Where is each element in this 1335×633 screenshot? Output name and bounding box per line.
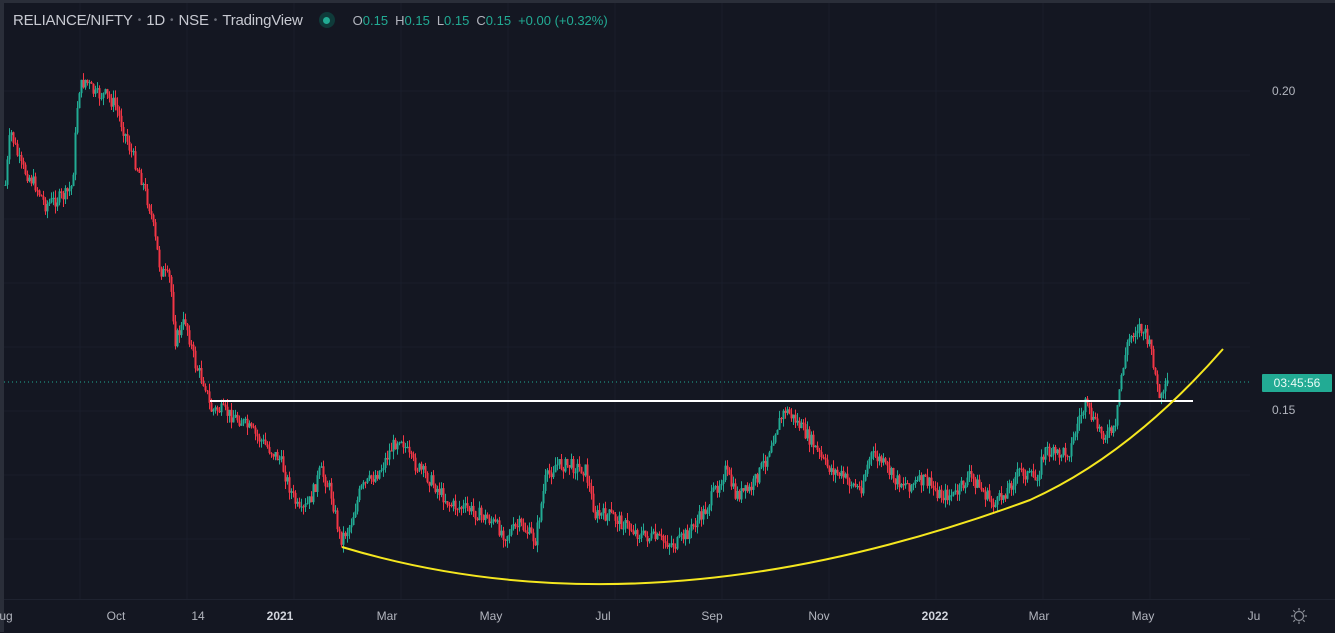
time-tick: Ju [1247, 609, 1261, 623]
separator-dot: • [170, 14, 174, 26]
price-axis[interactable]: 0.20 0.15 03:45:56 [1250, 3, 1335, 599]
low-value: 0.15 [444, 12, 470, 28]
symbol-label[interactable]: RELIANCE/NIFTY [13, 11, 133, 29]
time-tick: Oct [106, 609, 126, 623]
open-value: 0.15 [362, 12, 389, 28]
change-value: +0.00 (+0.32%) [518, 12, 608, 28]
interval-label[interactable]: 1D [146, 11, 166, 29]
time-tick: 14 [191, 609, 205, 623]
exchange-label: NSE [178, 11, 209, 29]
time-tick: ug [0, 609, 13, 623]
low-label: L [436, 12, 445, 28]
candlestick-chart[interactable] [4, 3, 1250, 599]
left-border [0, 0, 4, 632]
time-tick: Mar [1028, 609, 1050, 623]
bar-countdown-badge: 03:45:56 [1262, 374, 1332, 392]
cup-curve-drawing[interactable] [341, 348, 1224, 586]
high-value: 0.15 [404, 12, 430, 28]
price-label-020: 0.20 [1272, 84, 1296, 98]
market-status-icon[interactable] [318, 12, 335, 28]
time-tick: May [479, 609, 503, 623]
candles [4, 73, 1169, 555]
time-tick: May [1131, 609, 1155, 623]
time-tick-year: 2022 [921, 609, 949, 623]
high-label: H [395, 12, 405, 28]
window-top-border [0, 0, 1335, 3]
source-label: TradingView [222, 11, 303, 29]
time-axis[interactable]: ug Oct 14 2021 Mar May Jul Sep Nov 2022 … [0, 599, 1335, 633]
open-label: O [352, 12, 363, 28]
time-tick: Mar [376, 609, 398, 623]
chart-pane[interactable] [4, 3, 1250, 599]
chart-legend: RELIANCE/NIFTY • 1D • NSE • TradingView … [13, 9, 615, 31]
close-label: C [476, 12, 486, 28]
separator-dot: • [137, 14, 142, 26]
time-tick: Nov [808, 609, 830, 623]
time-tick: Jul [595, 609, 611, 623]
separator-dot: • [213, 14, 218, 26]
time-tick-year: 2021 [266, 609, 294, 623]
sun-settings-icon[interactable] [1290, 607, 1308, 625]
ohlc-values: O 0.15 H 0.15 L 0.15 C 0.15 +0.00 (+0.32%) [353, 13, 615, 28]
price-label-015: 0.15 [1272, 403, 1296, 417]
time-tick: Sep [701, 609, 723, 623]
close-value: 0.15 [485, 12, 512, 28]
